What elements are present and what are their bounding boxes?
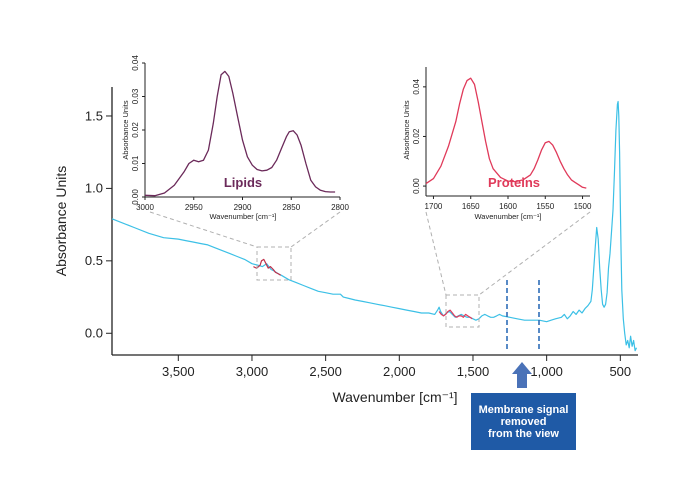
proteins-zoom-box — [445, 294, 480, 328]
proteins-y-tick-label: 0.04 — [412, 79, 421, 95]
proteins-y-axis-label: Absorbance Units — [402, 100, 411, 159]
main-x-tick-label: 1,000 — [530, 364, 563, 379]
proteins-y-tick-label: 0.02 — [412, 128, 421, 144]
lipids-x-tick-label: 2950 — [185, 203, 203, 212]
lipids-inset: 3000 2950 2900 2850 2800 0.00 0.01 0.02 0.03 0.04… — [121, 55, 349, 221]
proteins-x-tick-label: 1550 — [536, 202, 554, 211]
lipids-y-tick-label: 0.01 — [131, 155, 140, 171]
lipids-x-axis-label: Wavenumber [cm⁻¹] — [209, 212, 276, 221]
lipids-x-tick-label: 3000 — [136, 203, 154, 212]
proteins-x-tick-label: 1500 — [574, 202, 592, 211]
main-x-tick-label: 3,000 — [236, 364, 269, 379]
membrane-callout: Membrane signal removed from the view — [471, 393, 576, 450]
lipids-y-axis-label: Absorbance Units — [121, 100, 130, 159]
lipids-x-tick-label: 2850 — [282, 203, 300, 212]
main-series-2-line — [438, 309, 473, 320]
proteins-x-tick-label: 1700 — [425, 202, 443, 211]
main-x-tick-label: 1,500 — [457, 364, 490, 379]
lipids-series-0-line — [144, 70, 336, 197]
proteins-connector-right — [478, 211, 591, 296]
proteins-x-axis-label: Wavenumber [cm⁻¹] — [474, 212, 541, 221]
main-series-0-line — [111, 100, 638, 352]
proteins-inset: 1700 1650 1600 1550 1500 0.00 0.02 0.04 Protein… — [402, 67, 592, 221]
callout-line-2: removed — [500, 415, 547, 428]
proteins-y-tick-label: 0.00 — [412, 178, 421, 194]
main-y-tick-label: 1.0 — [85, 181, 103, 196]
callout-line-1: Membrane signal — [478, 403, 569, 416]
lipids-y-tick-label: 0.00 — [131, 189, 140, 205]
main-y-tick-label: 0.0 — [85, 326, 103, 341]
main-x-tick-label: 500 — [609, 364, 631, 379]
lipids-y-tick-label: 0.04 — [131, 55, 140, 71]
lipids-x-tick-label: 2900 — [234, 203, 252, 212]
lipids-connector-left — [149, 211, 258, 248]
proteins-series-0-line — [425, 77, 587, 189]
main-x-tick-label: 2,000 — [383, 364, 416, 379]
callout-line-3: from the view — [488, 427, 559, 440]
proteins-x-tick-label: 1600 — [499, 202, 517, 211]
lipids-x-tick-label: 2800 — [331, 203, 349, 212]
proteins-connector-left — [425, 211, 447, 296]
lipids-zoom-box — [256, 246, 292, 281]
lipids-connector-right — [290, 211, 341, 248]
main-x-tick-label: 2,500 — [309, 364, 342, 379]
main-y-axis-label: Absorbance Units — [53, 166, 69, 277]
lipids-y-tick-label: 0.03 — [131, 88, 140, 104]
lipids-title: Lipids — [224, 175, 262, 190]
lipids-y-tick-label: 0.02 — [131, 122, 140, 138]
main-chart: 3,500 3,000 2,500 2,000 1,500 1,000 500 0.0 0.5 1… — [53, 87, 638, 405]
main-x-axis-label: Wavenumber [cm⁻¹] — [332, 389, 457, 405]
main-y-tick-label: 1.5 — [85, 108, 103, 123]
main-series-1-line — [253, 258, 282, 276]
proteins-x-tick-label: 1650 — [462, 202, 480, 211]
main-x-tick-label: 3,500 — [162, 364, 195, 379]
main-y-tick-label: 0.5 — [85, 253, 103, 268]
proteins-title: Proteins — [488, 175, 540, 190]
up-arrow-icon — [512, 362, 532, 388]
